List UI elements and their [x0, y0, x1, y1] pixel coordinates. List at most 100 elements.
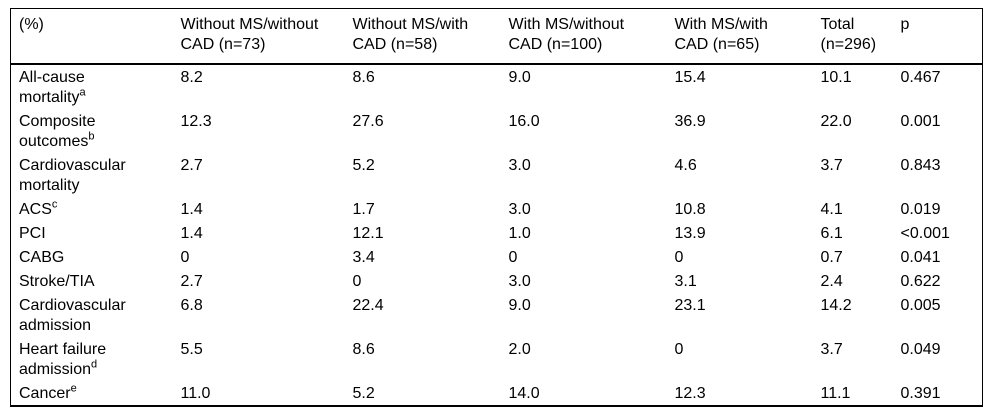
- table-cell: 2.4: [820, 273, 843, 290]
- table-cell-p: 0.622: [900, 273, 941, 290]
- footnote-marker: b: [88, 130, 95, 143]
- header-line1: With MS/without: [508, 16, 625, 33]
- header-line1: Total: [820, 16, 855, 33]
- table-cell-p: 0.005: [900, 297, 941, 314]
- table-cell-p: 0.019: [900, 201, 941, 218]
- table-cell: 3.1: [674, 273, 697, 290]
- table-row: CABG 0 3.4 0 0 0.7 0.041: [11, 245, 983, 269]
- table-cell: 16.0: [508, 113, 540, 130]
- table-row: Cancere 11.0 5.2 14.0 12.3 11.1 0.391: [11, 381, 983, 406]
- table-cell: 10.1: [820, 69, 852, 86]
- table-cell-p: 0.041: [900, 249, 941, 266]
- table-row: Stroke/TIA 2.7 0 3.0 3.1 2.4 0.622: [11, 269, 983, 293]
- table-row: All-cause mortalitya 8.2 8.6 9.0 15.4 10…: [11, 64, 983, 109]
- table-row: Cardiovascular admission 6.8 22.4 9.0 23…: [11, 293, 983, 337]
- table-cell: 14.2: [820, 297, 852, 314]
- label-text: Composite: [19, 113, 96, 130]
- label-text: Heart failure: [19, 341, 107, 358]
- header-line2: CAD (n=65): [674, 36, 760, 53]
- header-line1: Without MS/without: [180, 16, 319, 33]
- table-cell-p: 0.001: [900, 113, 941, 130]
- label-text: CABG: [19, 249, 65, 266]
- table-cell: 15.4: [674, 69, 706, 86]
- table-cell: 27.6: [352, 113, 384, 130]
- table-cell: 0: [674, 341, 684, 358]
- header-cell: Without MS/without CAD (n=73): [172, 8, 345, 65]
- table-cell: 13.9: [674, 225, 706, 242]
- row-label: PCI: [11, 221, 173, 245]
- label-text: Cardiovascular: [19, 157, 126, 174]
- table-cell: 12.3: [180, 113, 212, 130]
- table-cell: 5.2: [352, 385, 375, 402]
- table-cell: 2.0: [508, 341, 531, 358]
- table-cell: 10.8: [674, 201, 706, 218]
- table-cell: 0.7: [820, 249, 843, 266]
- table-row: Composite outcomesb 12.3 27.6 16.0 36.9 …: [11, 109, 983, 153]
- footnote-marker: a: [79, 86, 86, 99]
- table-cell: 14.0: [508, 385, 540, 402]
- table-cell: 0: [674, 249, 684, 266]
- table-cell: 5.2: [352, 157, 375, 174]
- table-cell: 11.1: [820, 385, 851, 402]
- outcomes-table: (%) Without MS/without CAD (n=73) Withou…: [10, 8, 983, 407]
- table-cell: 36.9: [674, 113, 706, 130]
- table-cell: 8.2: [180, 69, 203, 86]
- table-cell: 9.0: [508, 69, 531, 86]
- header-line1: p: [900, 16, 910, 33]
- table-cell: 8.6: [352, 341, 375, 358]
- header-cell: Total (n=296): [812, 8, 893, 65]
- table-cell-p: 0.391: [900, 385, 941, 402]
- label-text: All-cause: [19, 69, 85, 86]
- header-line1: With MS/with: [674, 16, 768, 33]
- row-label: Cancere: [11, 381, 173, 406]
- row-label: Cardiovascular admission: [11, 293, 173, 337]
- table-cell-p: 0.843: [900, 157, 941, 174]
- row-label: Cardiovascular mortality: [11, 153, 173, 197]
- table-cell: 3.0: [508, 273, 531, 290]
- table-cell-p: 0.049: [900, 341, 941, 358]
- table-cell: 0: [508, 249, 518, 266]
- table-cell: 1.0: [508, 225, 531, 242]
- table-cell: 0: [180, 249, 190, 266]
- table-cell: 12.3: [674, 385, 706, 402]
- header-row: (%) Without MS/without CAD (n=73) Withou…: [10, 8, 983, 65]
- label-text: admission: [19, 361, 92, 378]
- row-label: Heart failure admissiond: [11, 337, 173, 381]
- table-cell: 3.0: [508, 201, 531, 218]
- header-cell: With MS/with CAD (n=65): [666, 8, 813, 65]
- footnote-marker: e: [70, 382, 77, 395]
- table-cell: 8.6: [352, 69, 375, 86]
- table-cell-p: 0.467: [900, 69, 941, 86]
- table-cell: 6.1: [820, 225, 843, 242]
- table-cell: 2.7: [180, 157, 203, 174]
- footnote-marker: c: [51, 198, 58, 211]
- table-cell: 0: [352, 273, 362, 290]
- label-text: outcomes: [19, 133, 89, 150]
- header-unit-cell: (%): [10, 8, 173, 65]
- table-row: PCI 1.4 12.1 1.0 13.9 6.1 <0.001: [11, 221, 983, 245]
- header-cell: Without MS/with CAD (n=58): [344, 8, 501, 65]
- table-cell: 2.7: [180, 273, 203, 290]
- label-text: Cardiovascular: [19, 297, 126, 314]
- label-text: PCI: [19, 225, 46, 242]
- table-cell: 3.7: [820, 157, 843, 174]
- header-line2: CAD (n=58): [352, 36, 438, 53]
- footnote-marker: d: [91, 358, 98, 371]
- row-label: ACSc: [11, 197, 173, 221]
- table-cell: 22.0: [820, 113, 852, 130]
- table-body: All-cause mortalitya 8.2 8.6 9.0 15.4 10…: [11, 64, 983, 406]
- table-cell: 3.7: [820, 341, 843, 358]
- table-row: Cardiovascular mortality 2.7 5.2 3.0 4.6…: [11, 153, 983, 197]
- row-label: All-cause mortalitya: [11, 64, 173, 109]
- row-label: Composite outcomesb: [11, 109, 173, 153]
- label-text: ACS: [19, 201, 52, 218]
- table-header: (%) Without MS/without CAD (n=73) Withou…: [10, 8, 983, 65]
- table-row: Heart failure admissiond 5.5 8.6 2.0 0 3…: [11, 337, 983, 381]
- label-text: Stroke/TIA: [19, 273, 95, 290]
- table-cell: 1.7: [352, 201, 375, 218]
- header-line1: Without MS/with: [352, 16, 469, 33]
- table-cell: 3.4: [352, 249, 375, 266]
- table-cell: 1.4: [180, 201, 203, 218]
- label-text: Cancer: [19, 385, 71, 402]
